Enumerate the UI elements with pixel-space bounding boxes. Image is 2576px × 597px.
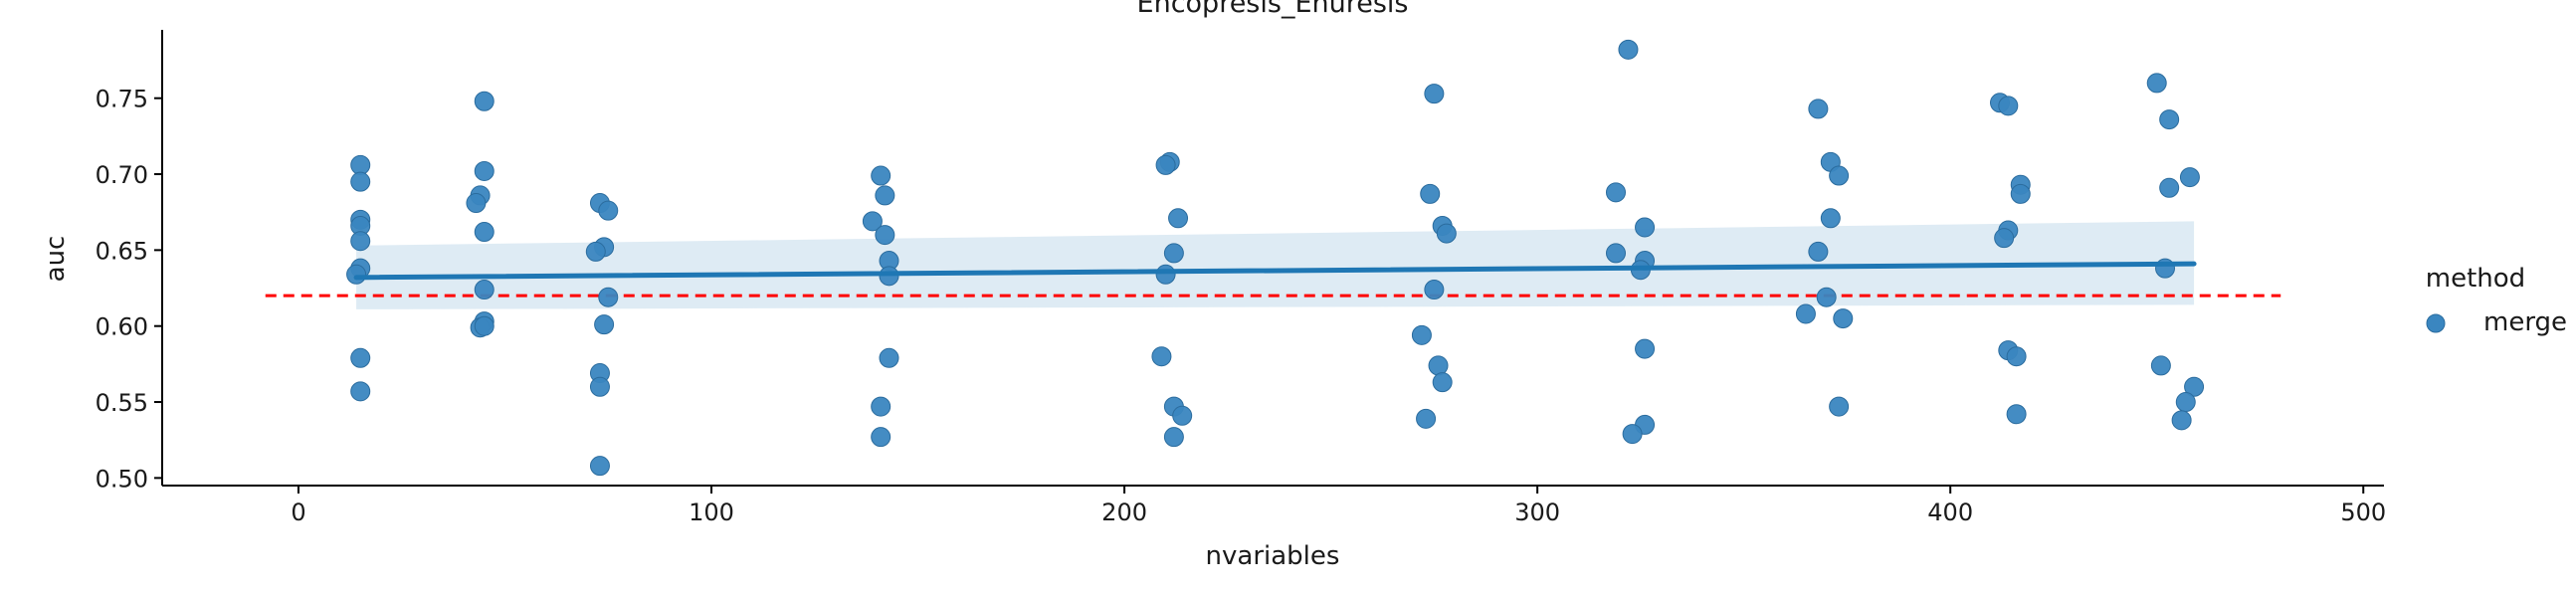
data-point-merge-45 — [1424, 84, 1445, 104]
x-tick-label-500: 500 — [2340, 498, 2386, 526]
data-point-merge-81 — [2146, 73, 2167, 94]
confidence-band — [356, 221, 2195, 309]
x-axis-label: nvariables — [1206, 541, 1340, 571]
data-point-merge-83 — [2179, 167, 2200, 188]
data-point-merge-7 — [350, 347, 371, 368]
data-point-merge-21 — [585, 241, 606, 262]
data-point-merge-53 — [1416, 408, 1437, 429]
data-point-merge-51 — [1428, 355, 1449, 376]
data-points-layer — [346, 39, 2205, 477]
data-point-merge-77 — [1994, 228, 2015, 249]
data-point-merge-23 — [594, 314, 615, 335]
data-point-merge-60 — [1635, 338, 1656, 359]
y-tick-label-0.65: 0.65 — [96, 237, 148, 265]
legend-marker-merge — [2426, 313, 2446, 333]
data-point-merge-27 — [871, 165, 892, 186]
data-point-merge-75 — [2010, 183, 2031, 204]
data-point-merge-88 — [2175, 392, 2196, 413]
data-point-merge-55 — [1605, 182, 1626, 203]
y-tick-label-0.60: 0.60 — [96, 313, 148, 341]
data-point-merge-14 — [474, 280, 495, 300]
data-point-merge-12 — [466, 193, 487, 214]
data-point-merge-25 — [589, 376, 610, 397]
data-point-merge-37 — [1155, 154, 1176, 175]
y-tick-label-0.75: 0.75 — [96, 86, 148, 113]
data-point-merge-69 — [1795, 303, 1816, 324]
data-point-merge-50 — [1411, 324, 1432, 345]
data-point-merge-54 — [1618, 39, 1639, 60]
data-point-merge-1 — [350, 171, 371, 192]
data-point-merge-13 — [474, 222, 495, 243]
data-point-merge-56 — [1635, 217, 1656, 238]
data-point-merge-66 — [1820, 208, 1841, 229]
data-point-merge-63 — [1808, 99, 1829, 119]
data-point-merge-9 — [474, 91, 495, 111]
legend: method merge — [2426, 264, 2567, 337]
x-tick-label-400: 400 — [1927, 498, 1973, 526]
data-point-merge-38 — [1168, 208, 1189, 229]
data-point-merge-67 — [1808, 241, 1829, 262]
data-point-merge-28 — [875, 185, 895, 206]
data-point-merge-26 — [589, 456, 610, 477]
data-point-merge-17 — [474, 315, 495, 336]
data-point-merge-65 — [1829, 165, 1850, 186]
data-point-merge-34 — [871, 396, 892, 417]
data-point-merge-84 — [2159, 177, 2180, 198]
data-point-merge-39 — [1163, 243, 1184, 264]
data-point-merge-6 — [346, 264, 367, 285]
data-point-merge-0 — [350, 154, 371, 175]
data-point-merge-86 — [2150, 355, 2171, 376]
x-tick-label-100: 100 — [689, 498, 734, 526]
data-point-merge-48 — [1436, 223, 1457, 244]
data-point-merge-43 — [1172, 405, 1193, 426]
y-axis-label: auc — [41, 236, 71, 283]
regression-line-layer — [353, 261, 2197, 281]
data-point-merge-57 — [1605, 243, 1626, 264]
data-point-merge-22 — [598, 287, 619, 307]
x-tick-label-200: 200 — [1101, 498, 1147, 526]
data-point-merge-35 — [871, 427, 892, 448]
y-tick-label-0.70: 0.70 — [96, 161, 148, 189]
axes — [161, 30, 2384, 487]
data-point-merge-33 — [879, 347, 899, 368]
legend-title: method — [2426, 264, 2525, 294]
data-point-merge-41 — [1151, 346, 1172, 367]
data-point-merge-4 — [350, 231, 371, 252]
data-point-merge-40 — [1155, 264, 1176, 285]
data-point-merge-49 — [1424, 280, 1445, 300]
data-point-merge-89 — [2171, 410, 2192, 431]
data-point-merge-44 — [1163, 427, 1184, 448]
data-point-merge-19 — [598, 200, 619, 221]
axis-ticks: 0 100 200 300 400 500 0.50 0.55 0.60 0.65 0.70 0.75 — [96, 86, 2387, 526]
confidence-band-layer — [356, 221, 2195, 309]
data-point-merge-30 — [875, 225, 895, 246]
data-point-merge-46 — [1420, 183, 1441, 204]
x-tick-label-300: 300 — [1514, 498, 1560, 526]
data-point-merge-52 — [1432, 372, 1453, 393]
data-point-merge-71 — [1829, 396, 1850, 417]
data-point-merge-79 — [2006, 346, 2027, 367]
data-point-merge-82 — [2159, 109, 2180, 130]
chart-title: Encopresis_Enuresis — [1137, 0, 1409, 19]
x-tick-label-0: 0 — [291, 498, 305, 526]
legend-label-merge: merge — [2483, 307, 2567, 337]
data-point-merge-10 — [474, 160, 495, 181]
data-point-merge-80 — [2006, 404, 2027, 425]
data-point-merge-73 — [1998, 96, 2019, 116]
data-point-merge-87 — [2184, 376, 2205, 397]
regression-line — [353, 261, 2197, 281]
data-point-merge-29 — [862, 211, 883, 232]
data-point-merge-70 — [1833, 308, 1854, 329]
data-point-merge-8 — [350, 381, 371, 402]
data-point-merge-68 — [1816, 287, 1837, 307]
y-tick-label-0.55: 0.55 — [96, 389, 148, 417]
data-point-merge-62 — [1622, 424, 1643, 445]
y-tick-label-0.50: 0.50 — [96, 465, 148, 493]
